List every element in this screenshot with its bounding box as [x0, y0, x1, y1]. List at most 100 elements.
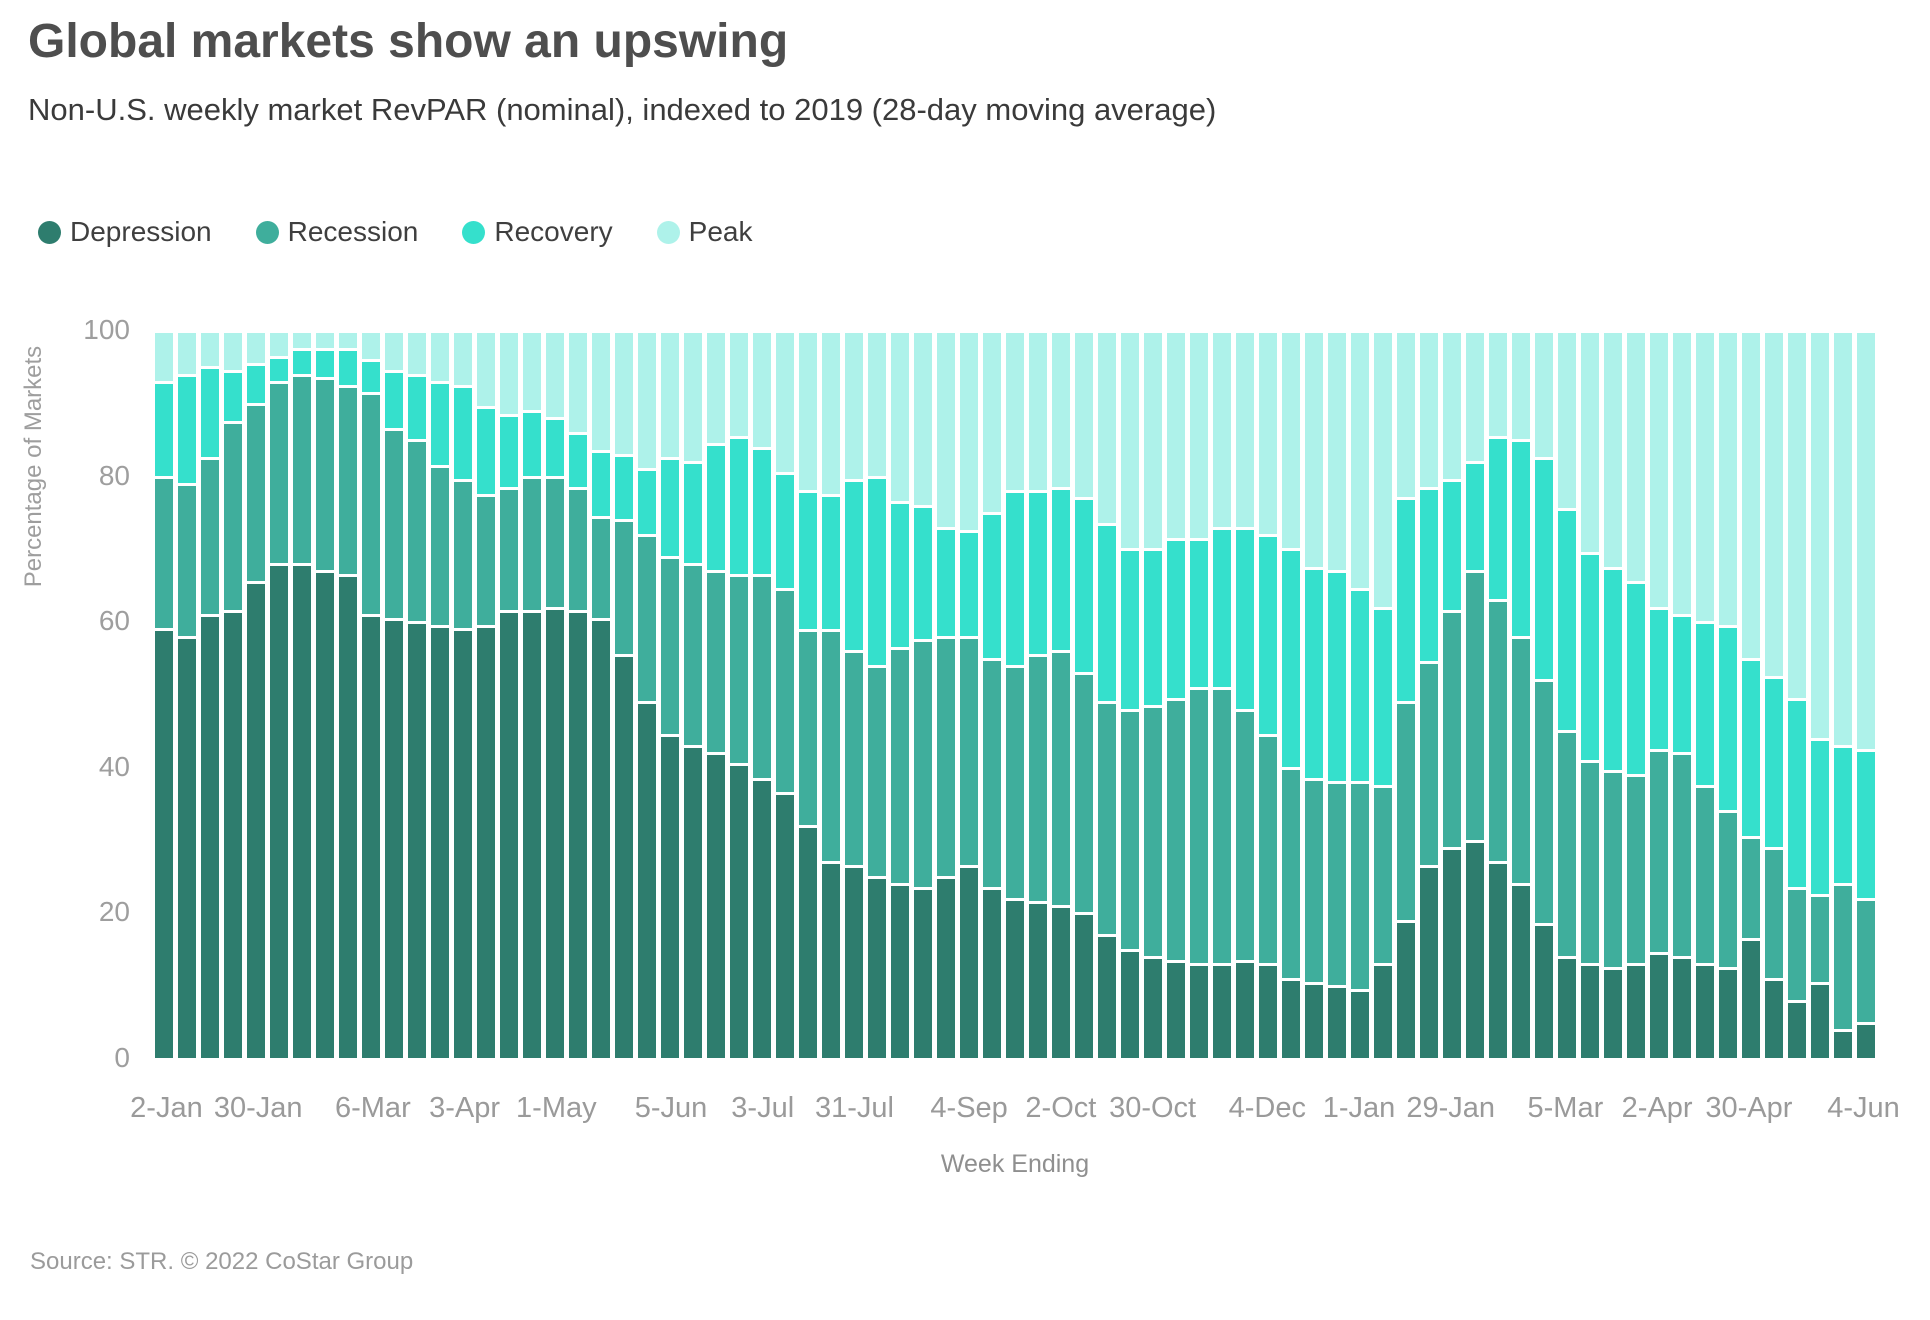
bar-week-0[interactable]	[155, 330, 173, 1058]
bar-week-63[interactable]	[1604, 330, 1622, 1058]
bar-week-42[interactable]	[1121, 330, 1139, 1058]
bar-week-40[interactable]	[1075, 330, 1093, 1058]
bar-week-12[interactable]	[431, 330, 449, 1058]
bar-week-21[interactable]	[638, 330, 656, 1058]
legend-item-depression[interactable]: Depression	[38, 216, 212, 248]
bar-week-16[interactable]	[523, 330, 541, 1058]
bar-week-46[interactable]	[1213, 330, 1231, 1058]
x-tick-30-Apr: 30-Apr	[1705, 1092, 1793, 1124]
legend: Depression Recession Recovery Peak	[38, 216, 752, 248]
bar-week-8[interactable]	[339, 330, 357, 1058]
bar-week-49[interactable]	[1282, 330, 1300, 1058]
legend-item-recovery[interactable]: Recovery	[462, 216, 613, 248]
bar-week-55[interactable]	[1420, 330, 1438, 1058]
bar-week-31[interactable]	[868, 330, 886, 1058]
bar-week-54[interactable]	[1397, 330, 1415, 1058]
peak-segment	[1144, 330, 1162, 549]
bar-week-24[interactable]	[707, 330, 725, 1058]
bar-week-58[interactable]	[1489, 330, 1507, 1058]
bar-week-7[interactable]	[316, 330, 334, 1058]
legend-item-peak[interactable]: Peak	[656, 216, 752, 248]
depression-segment	[178, 635, 196, 1058]
bar-week-45[interactable]	[1190, 330, 1208, 1058]
bar-week-43[interactable]	[1144, 330, 1162, 1058]
bar-week-71[interactable]	[1788, 330, 1806, 1058]
recession-segment	[730, 573, 748, 764]
bar-week-36[interactable]	[983, 330, 1001, 1058]
depression-segment	[1489, 861, 1507, 1058]
bar-week-17[interactable]	[546, 330, 564, 1058]
peak-segment	[1512, 330, 1530, 440]
bar-week-33[interactable]	[914, 330, 932, 1058]
bar-week-2[interactable]	[201, 330, 219, 1058]
bar-week-62[interactable]	[1581, 330, 1599, 1058]
bar-week-37[interactable]	[1006, 330, 1024, 1058]
bar-week-65[interactable]	[1650, 330, 1668, 1058]
bar-week-28[interactable]	[799, 330, 817, 1058]
bar-week-4[interactable]	[247, 330, 265, 1058]
bar-week-1[interactable]	[178, 330, 196, 1058]
bar-week-34[interactable]	[937, 330, 955, 1058]
peak-segment	[1190, 330, 1208, 538]
bar-week-9[interactable]	[362, 330, 380, 1058]
depression-segment	[1512, 883, 1530, 1058]
bar-week-52[interactable]	[1351, 330, 1369, 1058]
bar-week-25[interactable]	[730, 330, 748, 1058]
bar-week-27[interactable]	[776, 330, 794, 1058]
depression-segment	[546, 606, 564, 1058]
bar-week-67[interactable]	[1696, 330, 1714, 1058]
legend-item-recession[interactable]: Recession	[255, 216, 418, 248]
recession-segment	[1811, 894, 1829, 982]
recession-segment	[385, 428, 403, 618]
bar-week-15[interactable]	[500, 330, 518, 1058]
bar-week-48[interactable]	[1259, 330, 1277, 1058]
bar-week-57[interactable]	[1466, 330, 1484, 1058]
recovery-segment	[1236, 526, 1254, 709]
bar-week-61[interactable]	[1558, 330, 1576, 1058]
bar-week-53[interactable]	[1374, 330, 1392, 1058]
bar-week-14[interactable]	[477, 330, 495, 1058]
bar-week-18[interactable]	[569, 330, 587, 1058]
bar-week-41[interactable]	[1098, 330, 1116, 1058]
bar-week-23[interactable]	[684, 330, 702, 1058]
bar-week-56[interactable]	[1443, 330, 1461, 1058]
bar-week-60[interactable]	[1535, 330, 1553, 1058]
bar-week-50[interactable]	[1305, 330, 1323, 1058]
bar-week-47[interactable]	[1236, 330, 1254, 1058]
bar-week-73[interactable]	[1834, 330, 1852, 1058]
recession-segment	[1604, 770, 1622, 967]
bar-week-22[interactable]	[661, 330, 679, 1058]
bar-week-51[interactable]	[1328, 330, 1346, 1058]
bar-week-59[interactable]	[1512, 330, 1530, 1058]
bar-week-74[interactable]	[1857, 330, 1875, 1058]
bar-week-70[interactable]	[1765, 330, 1783, 1058]
bar-week-72[interactable]	[1811, 330, 1829, 1058]
bar-week-5[interactable]	[270, 330, 288, 1058]
bar-week-32[interactable]	[891, 330, 909, 1058]
bar-week-30[interactable]	[845, 330, 863, 1058]
bar-week-3[interactable]	[224, 330, 242, 1058]
bar-week-6[interactable]	[293, 330, 311, 1058]
bar-week-64[interactable]	[1627, 330, 1645, 1058]
bar-week-11[interactable]	[408, 330, 426, 1058]
depression-segment	[638, 701, 656, 1058]
bar-week-26[interactable]	[753, 330, 771, 1058]
bar-week-20[interactable]	[615, 330, 633, 1058]
bar-week-29[interactable]	[822, 330, 840, 1058]
x-tick-5-Mar: 5-Mar	[1527, 1092, 1604, 1124]
bar-week-66[interactable]	[1673, 330, 1691, 1058]
bar-week-69[interactable]	[1742, 330, 1760, 1058]
recovery-segment	[1627, 581, 1645, 775]
recession-segment	[270, 380, 288, 563]
peak-segment	[431, 330, 449, 381]
bar-week-44[interactable]	[1167, 330, 1185, 1058]
bar-week-10[interactable]	[385, 330, 403, 1058]
depression-segment	[385, 617, 403, 1058]
recovery-segment	[1351, 588, 1369, 782]
bar-week-19[interactable]	[592, 330, 610, 1058]
bar-week-35[interactable]	[960, 330, 978, 1058]
bar-week-13[interactable]	[454, 330, 472, 1058]
bar-week-39[interactable]	[1052, 330, 1070, 1058]
bar-week-68[interactable]	[1719, 330, 1737, 1058]
bar-week-38[interactable]	[1029, 330, 1047, 1058]
